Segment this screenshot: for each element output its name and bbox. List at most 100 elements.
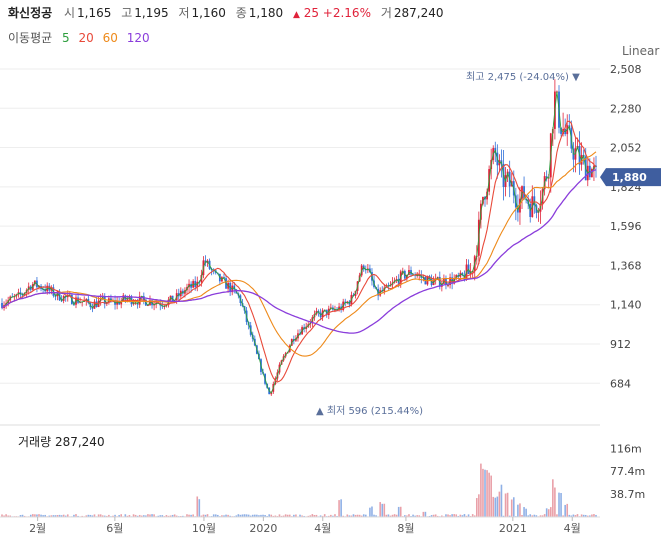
volume-tick-label: 38.7m [610, 488, 645, 501]
volume-bar [223, 515, 225, 517]
volume-bar [293, 514, 295, 517]
x-axis: 2월 6월 10월 2020 4월 8월 2021 4월 [29, 517, 581, 535]
volume-bar [527, 515, 529, 517]
volume-bar [62, 514, 65, 517]
volume-bar [332, 515, 334, 517]
moving-average-legend[interactable]: 이동평균 5 20 60 120 [8, 29, 155, 46]
volume-bar [510, 499, 513, 517]
volume-bar [136, 515, 139, 517]
x-tick-label: 8월 [397, 522, 414, 535]
volume-bar [430, 515, 433, 517]
change-percent: +2.16% [322, 6, 371, 20]
volume-bar [451, 514, 453, 517]
volume-bar [151, 514, 153, 517]
volume-bar [89, 514, 92, 517]
volume-bar [81, 515, 83, 517]
volume-bar [32, 514, 34, 517]
volume-bar [492, 496, 495, 517]
high-label: 고 [121, 6, 133, 20]
volume-bar [221, 515, 223, 517]
ma-120-line [1, 169, 597, 334]
volume-bar [235, 515, 238, 517]
volume-bar [471, 514, 474, 517]
volume-bar [584, 514, 587, 517]
volume-bar [381, 503, 384, 517]
scale-selector[interactable]: Linear▼ [622, 44, 661, 58]
volume-bar [346, 514, 349, 517]
volume-bar [42, 515, 44, 517]
volume-bar [508, 515, 511, 517]
y-tick-label: 1,140 [610, 299, 642, 312]
volume-bar [295, 514, 297, 517]
volume-value: 287,240 [393, 6, 444, 20]
candle-body [1, 302, 3, 308]
volume-bar [140, 515, 143, 517]
volume-bar [465, 515, 468, 517]
volume-bar [574, 515, 577, 517]
volume-bar [463, 514, 466, 517]
volume-bar [447, 514, 449, 517]
volume-bar [7, 515, 9, 517]
volume-bar [554, 487, 556, 517]
volume-bar [118, 515, 120, 517]
volume-bar [389, 515, 392, 517]
ma-60-line [1, 151, 597, 357]
volume-bar [52, 515, 55, 517]
volume-bar [428, 515, 431, 517]
volume-bar [552, 479, 554, 517]
volume-bar [167, 515, 170, 517]
stock-name: 화신정공 [8, 6, 53, 20]
volume-bar [364, 514, 367, 517]
volume-bar [101, 515, 104, 517]
volume-bar [323, 514, 326, 517]
volume-bar [416, 515, 418, 517]
volume-bar [387, 514, 390, 517]
volume-bar [186, 514, 188, 517]
volume-bar [502, 515, 505, 517]
volume-bar [196, 496, 199, 517]
stock-header: 화신정공 시 1,165 고 1,195 저 1,160 종 1,180 ▲ 25 +2… [8, 4, 449, 21]
volume-bar [504, 493, 507, 517]
volume-bar [19, 515, 22, 517]
volume-bar [475, 498, 478, 517]
scale-label: Linear [622, 44, 660, 58]
volume-bar [307, 515, 310, 517]
ma-60-label: 60 [102, 31, 118, 45]
volume-bar [348, 515, 351, 517]
volume-bar [566, 503, 569, 517]
volume-bar [128, 514, 131, 517]
volume-bar [375, 515, 377, 517]
volume-bar [586, 515, 589, 517]
volume-bars [1, 463, 597, 517]
volume-bar [299, 514, 301, 517]
volume-bar [397, 506, 400, 517]
volume-bar [50, 515, 53, 517]
volume-bar [399, 506, 402, 517]
volume-bar [190, 514, 192, 517]
current-price-badge: 1,880 [600, 168, 661, 187]
volume-bar [591, 514, 593, 517]
volume-bar [85, 515, 88, 517]
volume-bar [406, 515, 408, 517]
volume-bar [103, 515, 106, 517]
volume-bar [87, 514, 90, 517]
volume-axis: 116m 77.4m 38.7m [610, 442, 645, 501]
volume-bar [241, 514, 244, 517]
volume-bar [60, 515, 63, 517]
volume-bar [350, 515, 353, 517]
volume-bar [412, 514, 414, 517]
volume-bar [64, 515, 67, 517]
volume-bar [560, 493, 562, 517]
volume-bar [309, 515, 312, 517]
volume-bar [138, 514, 141, 517]
volume-bar [593, 514, 595, 517]
volume-bar [453, 514, 455, 517]
volume-bar [1, 514, 3, 517]
low-value: 1,160 [191, 6, 226, 20]
volume-bar [124, 514, 127, 517]
volume-bar [424, 511, 427, 517]
volume-bar [393, 514, 396, 517]
volume-bar [521, 514, 523, 517]
candles-layer [1, 79, 597, 396]
